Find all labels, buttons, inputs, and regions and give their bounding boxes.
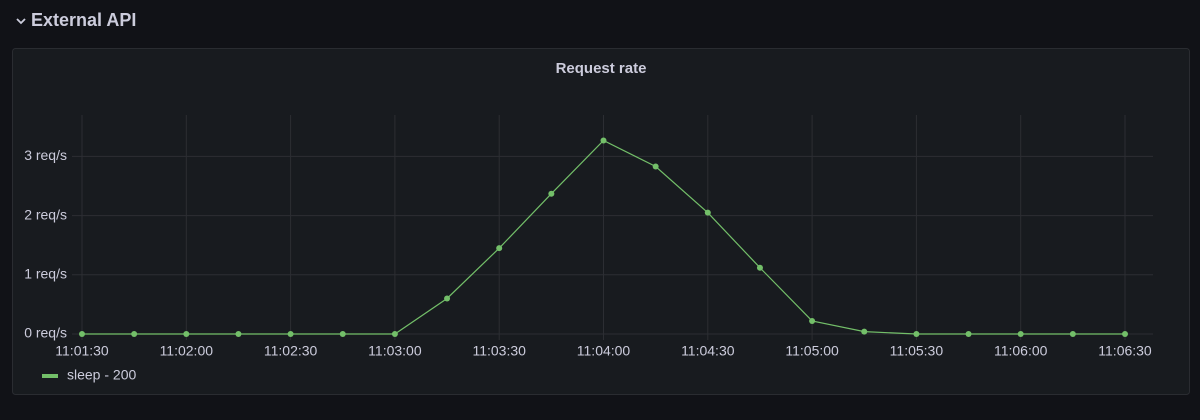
data-point [444,295,451,302]
data-point [79,331,85,337]
data-point [965,331,972,337]
x-tick-label: 11:05:30 [890,343,944,359]
y-tick-label: 2 req/s [24,206,67,222]
data-point [287,331,294,337]
data-point [913,331,920,337]
data-point [183,331,190,337]
x-tick-label: 11:04:00 [577,343,631,359]
x-tick-label: 11:01:30 [55,343,109,359]
x-tick-label: 11:06:30 [1098,343,1152,359]
data-point [756,264,763,271]
data-point [496,245,503,252]
data-point [704,209,711,216]
data-point [339,331,346,337]
data-point [600,137,607,144]
x-tick-label: 11:02:00 [160,343,214,359]
x-tick-label: 11:04:30 [681,343,735,359]
data-point [809,317,816,324]
x-tick-label: 11:06:00 [994,343,1048,359]
y-tick-label: 1 req/s [24,266,67,282]
x-tick-label: 11:02:30 [264,343,318,359]
data-point [131,331,138,337]
data-point [391,331,398,337]
collapse-chevron[interactable] [16,18,26,25]
legend-label: sleep - 200 [67,367,136,383]
y-tick-label: 0 req/s [24,325,67,341]
x-tick-label: 11:03:00 [368,343,422,359]
data-point [1122,331,1128,337]
x-tick-label: 11:05:00 [785,343,839,359]
data-point [652,163,659,170]
panel [12,48,1190,395]
x-tick-label: 11:03:30 [472,343,526,359]
plot: 0 req/s 1 req/s 2 req/s 3 req/s 11:01:30 11:0… [24,115,1153,383]
data-point [861,328,868,335]
data-point [235,331,242,337]
data-point [548,190,555,197]
row-title[interactable]: External API [31,10,136,30]
y-tick-label: 3 req/s [24,147,67,163]
data-point [1069,331,1076,337]
data-point [1017,331,1024,337]
panel-title[interactable]: Request rate [556,60,647,77]
